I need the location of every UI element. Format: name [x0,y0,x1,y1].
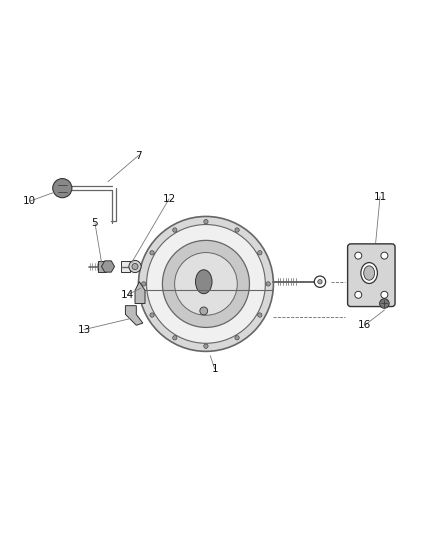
Text: 5: 5 [92,218,98,228]
Polygon shape [351,247,392,303]
Circle shape [173,228,177,232]
Circle shape [162,240,250,327]
Circle shape [138,216,273,351]
Text: 16: 16 [358,320,371,330]
Circle shape [141,282,146,286]
Circle shape [173,336,177,340]
FancyBboxPatch shape [348,244,395,306]
Polygon shape [102,261,115,272]
Circle shape [381,292,388,298]
Text: 13: 13 [78,325,91,335]
Circle shape [204,344,208,349]
Circle shape [235,336,239,340]
Polygon shape [135,282,145,303]
Text: 10: 10 [23,196,36,206]
Circle shape [150,313,154,317]
Circle shape [235,228,239,232]
Text: 11: 11 [374,192,387,202]
Circle shape [147,224,265,343]
Ellipse shape [364,266,374,280]
Circle shape [258,251,262,255]
Text: 7: 7 [135,150,142,160]
Circle shape [318,279,322,284]
Circle shape [200,307,208,315]
Text: 14: 14 [121,290,134,300]
Circle shape [381,252,388,259]
Circle shape [355,252,362,259]
Circle shape [150,251,154,255]
Circle shape [258,313,262,317]
Circle shape [53,179,72,198]
Circle shape [380,298,389,308]
FancyBboxPatch shape [121,261,130,272]
Text: 1: 1 [212,364,218,374]
Circle shape [314,276,325,287]
Circle shape [132,263,138,270]
Circle shape [129,261,141,272]
Circle shape [204,220,208,224]
FancyBboxPatch shape [98,261,106,272]
Circle shape [355,292,362,298]
Ellipse shape [195,270,212,294]
Text: 12: 12 [162,194,176,204]
Circle shape [266,282,270,286]
Polygon shape [125,305,143,325]
Ellipse shape [361,263,378,284]
Circle shape [175,253,237,315]
